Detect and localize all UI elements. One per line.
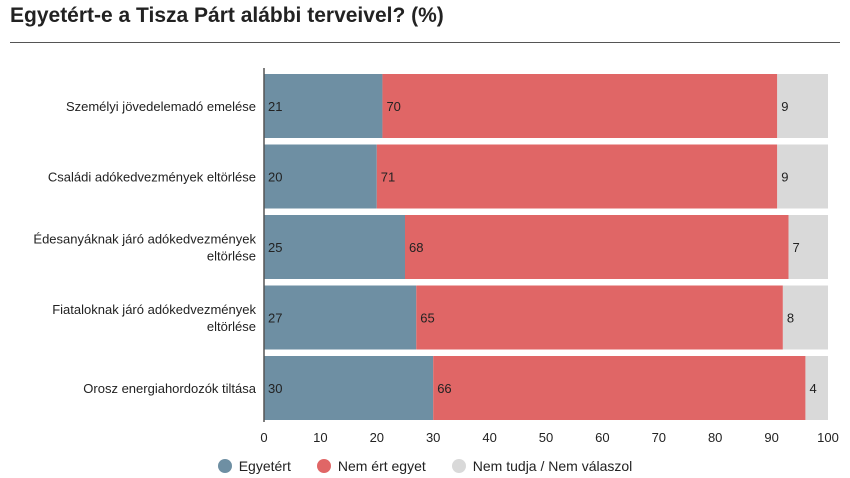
bar-segment [405,215,789,279]
x-tick-label: 90 [764,430,778,445]
bar-segment [805,356,828,420]
data-label: 9 [781,170,788,185]
data-label: 8 [787,311,794,326]
legend-swatch [316,459,331,473]
bar-segment [788,215,828,279]
x-tick-label: 10 [313,430,327,445]
data-label: 9 [781,99,788,114]
x-tick-label: 70 [652,430,666,445]
x-tick-label: 0 [260,430,267,445]
bar-segment [416,285,783,350]
bar-segment [376,144,778,209]
x-tick-label: 50 [539,430,553,445]
x-tick-label: 40 [482,430,496,445]
bar-segment [264,215,405,279]
x-tick-label: 60 [595,430,609,445]
legend-item: Nem ért egyet [316,458,426,474]
legend-label: Egyetért [238,458,291,474]
category-label: Fiataloknak járó adókedvezmények [52,302,256,317]
bar-segment [433,356,806,420]
legend-swatch [217,459,232,473]
category-label: eltörlése [207,319,256,334]
data-label: 27 [268,311,282,326]
data-label: 30 [268,381,282,396]
data-label: 70 [386,99,400,114]
bar-segment [264,74,383,138]
bar-segment [382,74,778,138]
category-label: eltörlése [207,249,256,264]
data-label: 20 [268,170,282,185]
legend-item: Egyetért [217,458,291,474]
title-divider [10,42,840,43]
bar-segment [264,144,377,209]
x-tick-label: 100 [817,430,839,445]
data-label: 68 [409,240,423,255]
bar-segment [264,356,434,420]
bar-segment [777,144,828,209]
category-label: Személyi jövedelemadó emelése [66,99,256,114]
bar-segment [264,285,417,350]
legend-item: Nem tudja / Nem válaszol [451,458,633,474]
data-label: 25 [268,240,282,255]
data-label: 65 [420,311,434,326]
data-label: 21 [268,99,282,114]
data-label: 7 [793,240,800,255]
x-tick-label: 20 [370,430,384,445]
category-label: Családi adókedvezmények eltörlése [48,170,256,185]
category-label: Orosz energiahordozók tiltása [83,381,256,396]
legend-label: Nem tudja / Nem válaszol [472,458,633,474]
chart-title: Egyetért-e a Tisza Párt alábbi terveivel… [10,4,444,27]
x-tick-label: 30 [426,430,440,445]
legend-label: Nem ért egyet [337,458,426,474]
bar-segment [777,74,828,138]
data-label: 66 [437,381,451,396]
data-label: 4 [809,381,816,396]
chart-legend: Egyetért Nem ért egyet Nem tudja / Nem vál… [0,458,850,474]
legend-swatch [451,459,466,473]
category-label: Édesanyáknak járó adókedvezmények [33,232,256,247]
data-label: 71 [381,170,395,185]
bar-segment [782,285,828,350]
x-tick-label: 80 [708,430,722,445]
